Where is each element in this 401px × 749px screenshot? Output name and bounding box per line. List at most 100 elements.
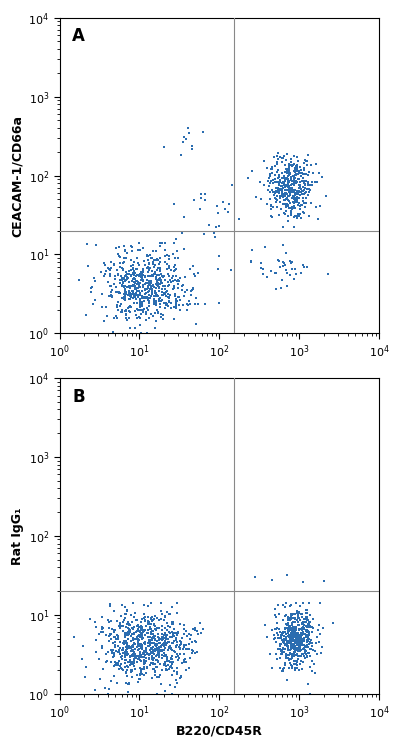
Point [281,178,287,189]
Point [174,648,180,660]
Point [138,655,144,667]
Point [171,282,177,294]
Point [150,652,156,664]
Point [284,619,291,631]
Point [296,612,303,624]
Point [162,658,168,670]
Point [153,270,159,282]
Point [147,644,153,656]
Point [154,273,160,285]
Point [133,263,140,275]
Point [304,614,311,626]
Point [116,287,123,299]
Point [163,650,169,662]
Point [148,646,155,658]
Point [128,289,134,301]
Point [159,649,165,661]
Point [122,312,129,324]
Point [131,610,138,622]
Point [139,290,146,302]
Point [129,616,135,628]
Point [175,252,182,264]
Point [162,638,168,650]
Point [275,599,281,611]
Point [131,280,138,292]
Point [286,202,292,214]
Point [146,262,152,274]
Point [304,613,310,625]
Point [130,267,136,279]
Point [146,295,152,307]
Point [130,286,136,298]
Point [286,647,293,659]
Point [265,184,271,195]
Point [140,264,146,276]
Point [132,289,138,301]
Point [136,629,142,641]
Point [141,646,148,658]
Point [293,637,299,649]
Point [174,666,180,678]
Point [171,280,178,292]
Point [111,631,118,643]
Point [180,643,186,655]
Point [121,646,127,658]
Point [148,647,154,659]
Point [124,271,130,283]
Point [122,275,128,287]
Point [152,322,158,334]
Point [167,276,174,288]
Point [301,164,307,176]
Point [122,647,128,659]
Point [290,648,296,660]
Point [292,622,299,634]
Point [105,616,112,628]
Point [301,613,307,625]
Point [163,639,169,651]
Point [118,297,125,309]
Point [206,219,212,231]
Point [291,622,298,634]
Point [322,190,329,202]
Point [164,629,170,641]
Point [124,628,131,640]
Point [200,623,206,635]
Point [196,203,203,215]
Point [269,662,275,674]
Point [121,281,127,293]
Point [146,622,153,634]
Point [176,299,183,311]
Point [271,176,278,188]
Point [291,197,298,209]
Point [315,625,322,637]
X-axis label: B220/CD45R: B220/CD45R [176,725,263,738]
Point [115,270,122,282]
Point [301,640,308,652]
Point [116,664,122,676]
Point [177,635,184,647]
Point [275,632,281,644]
Point [136,282,143,294]
Point [289,634,296,646]
Point [301,261,308,273]
Point [168,655,175,667]
Point [136,637,142,649]
Point [173,641,180,653]
Point [275,629,282,641]
Point [305,629,312,641]
Point [294,634,301,646]
Point [122,647,129,659]
Point [120,614,127,626]
Point [112,273,118,285]
Point [136,312,143,324]
Point [317,628,323,640]
Point [292,187,298,198]
Point [275,184,282,195]
Point [182,271,189,283]
Point [287,634,293,646]
Point [156,262,162,274]
Point [300,626,306,638]
Point [273,157,280,169]
Point [173,302,179,314]
Point [181,130,188,142]
